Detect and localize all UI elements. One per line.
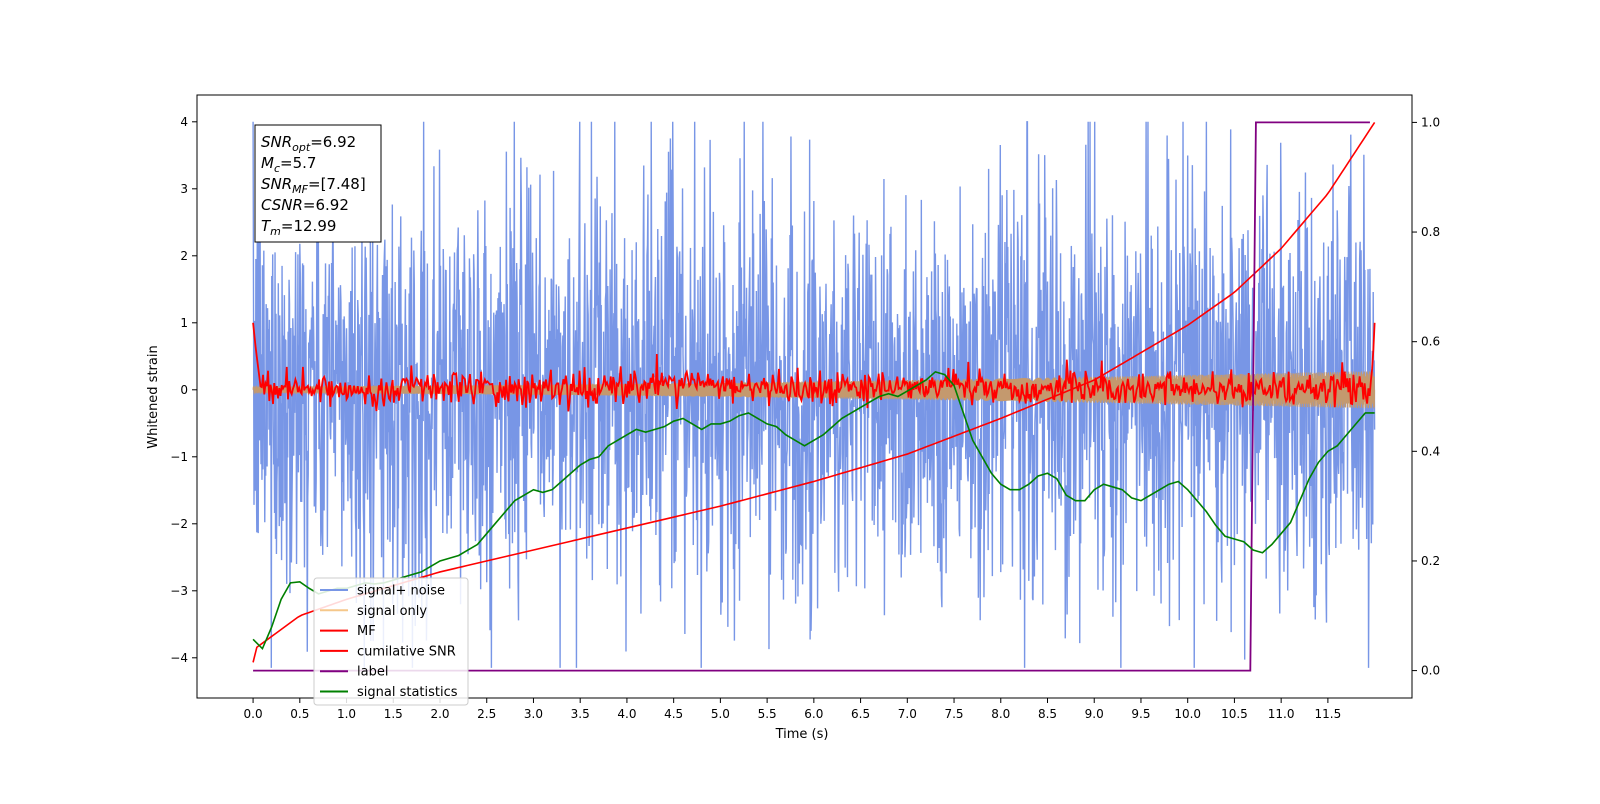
legend: signal+ noise signal only MF cumilative SNR… bbox=[313, 577, 469, 706]
annotation-line: SNRopt=6.92 bbox=[261, 133, 356, 154]
x-tick-label: 3.0 bbox=[524, 707, 543, 721]
legend-entry: cumilative SNR bbox=[357, 644, 456, 659]
y-tick-label: −1 bbox=[170, 450, 188, 464]
series-lines-layer bbox=[252, 121, 1376, 672]
x-tick-label: 3.5 bbox=[571, 707, 590, 721]
x-tick-label: 8.5 bbox=[1038, 707, 1057, 721]
x-tick-label: 11.0 bbox=[1268, 707, 1295, 721]
signal-noise-line bbox=[252, 121, 1376, 668]
x-tick-label: 5.5 bbox=[758, 707, 777, 721]
x-tick-label: 9.0 bbox=[1085, 707, 1104, 721]
cumulative-snr-line bbox=[252, 121, 1376, 663]
x-tick-label: 2.5 bbox=[477, 707, 496, 721]
signal-statistics-line bbox=[252, 370, 1375, 651]
plot-frame bbox=[196, 94, 1413, 699]
y-tick-label: −2 bbox=[170, 517, 188, 531]
y-tick-label: 0 bbox=[180, 383, 188, 397]
x-tick-label: 6.5 bbox=[851, 707, 870, 721]
y2-tick-label: 0.8 bbox=[1421, 225, 1440, 239]
y2-tick-label: 0.4 bbox=[1421, 444, 1440, 458]
y-tick-label: 4 bbox=[180, 115, 188, 129]
y2-tick-label: 1.0 bbox=[1421, 115, 1440, 129]
y-tick-label: 3 bbox=[180, 182, 188, 196]
y-tick-label: −3 bbox=[170, 584, 188, 598]
x-tick-label: 11.5 bbox=[1315, 707, 1342, 721]
annotation-line: SNRMF=[7.48] bbox=[261, 175, 366, 196]
legend-frame bbox=[313, 577, 469, 706]
y-axis-label: Whitened strain bbox=[146, 345, 161, 448]
y2-tick-label: 0.0 bbox=[1421, 664, 1440, 678]
x-tick-label: 5.0 bbox=[711, 707, 730, 721]
y-tick-label: 2 bbox=[180, 249, 188, 263]
x-tick-label: 7.5 bbox=[944, 707, 963, 721]
mf-line bbox=[252, 322, 1376, 412]
y2-tick-label: 0.2 bbox=[1421, 554, 1440, 568]
y2-axis-ticks: 1.0 0.8 0.6 0.4 0.2 0.0 bbox=[1412, 115, 1440, 678]
x-axis-label: Time (s) bbox=[775, 727, 829, 742]
x-tick-label: 1.0 bbox=[337, 707, 356, 721]
annotation-line: Mc=5.7 bbox=[261, 154, 316, 175]
x-tick-label: 4.0 bbox=[617, 707, 636, 721]
annotation-frame bbox=[254, 124, 382, 243]
legend-entry: signal+ noise bbox=[357, 584, 445, 599]
label-line bbox=[253, 121, 1370, 672]
x-axis-ticks: 0.0 0.5 1.0 1.5 2.0 2.5 3.0 3.5 4.0 4.5 5.0 5.5 6.0 6… bbox=[244, 698, 1342, 721]
x-tick-label: 9.5 bbox=[1131, 707, 1150, 721]
x-tick-label: 6.0 bbox=[804, 707, 823, 721]
x-tick-label: 1.5 bbox=[384, 707, 403, 721]
x-tick-label: 0.5 bbox=[290, 707, 309, 721]
x-tick-label: 2.0 bbox=[430, 707, 449, 721]
x-tick-label: 10.0 bbox=[1174, 707, 1201, 721]
y2-tick-label: 0.6 bbox=[1421, 335, 1440, 349]
y-tick-label: 1 bbox=[180, 316, 188, 330]
y-axis-ticks: 4 3 2 1 0 −1 −2 −3 −4 bbox=[170, 115, 197, 665]
x-tick-label: 4.5 bbox=[664, 707, 683, 721]
y-tick-label: −4 bbox=[170, 651, 188, 665]
legend-entry: signal only bbox=[357, 604, 427, 619]
annotation-line: Tm=12.99 bbox=[261, 217, 336, 238]
x-tick-label: 0.0 bbox=[244, 707, 263, 721]
signal-noise-layer bbox=[252, 121, 1376, 668]
legend-entry: label bbox=[357, 665, 388, 680]
legend-entry: signal statistics bbox=[357, 685, 458, 700]
x-tick-label: 8.0 bbox=[991, 707, 1010, 721]
legend-entry: MF bbox=[357, 624, 376, 639]
annotation-line: CSNR=6.92 bbox=[261, 196, 349, 214]
x-tick-label: 10.5 bbox=[1221, 707, 1248, 721]
x-tick-label: 7.0 bbox=[898, 707, 917, 721]
